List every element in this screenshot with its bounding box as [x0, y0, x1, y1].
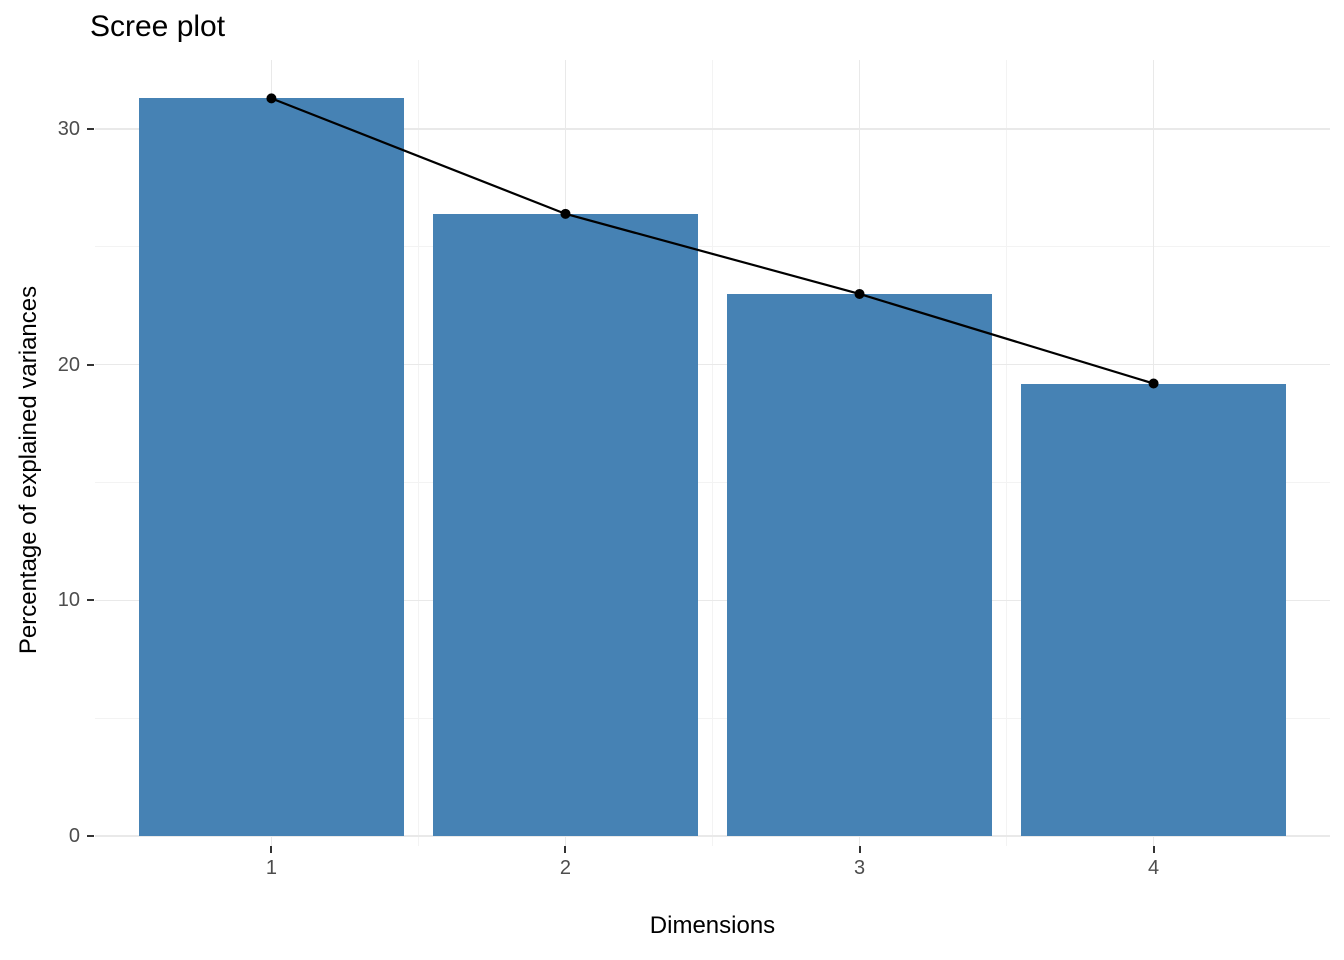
- x-minor-gridline: [712, 60, 713, 846]
- y-major-gridline: [95, 599, 1330, 602]
- x-axis-label: Dimensions: [649, 912, 776, 939]
- x-tick-label: 3: [853, 857, 866, 879]
- x-tick-mark: [270, 846, 273, 853]
- point-dimension-3: [854, 288, 865, 299]
- plot-panel: [95, 60, 1330, 846]
- line-segment: [271, 97, 1154, 385]
- point-dimension-2: [560, 208, 571, 219]
- point-dimension-4: [1148, 378, 1159, 389]
- y-tick-mark: [87, 835, 94, 837]
- chart-title: Scree plot: [90, 10, 226, 43]
- bar-dimension-3: [727, 293, 992, 836]
- x-tick-mark: [1152, 846, 1155, 853]
- x-tick-label: 2: [559, 857, 572, 879]
- point-dimension-1: [266, 93, 277, 104]
- x-tick-mark: [858, 846, 861, 853]
- y-major-gridline: [95, 835, 1330, 837]
- x-tick-label: 4: [1148, 857, 1160, 879]
- y-tick-label: 20: [57, 353, 80, 376]
- x-tick-label: 1: [265, 857, 277, 879]
- bar-dimension-4: [1021, 383, 1286, 836]
- x-minor-gridline: [1006, 60, 1008, 846]
- y-tick-label: 10: [57, 589, 80, 612]
- y-tick-mark: [87, 127, 94, 130]
- y-tick-label: 30: [57, 117, 80, 140]
- explained-variance-line: [266, 93, 1159, 389]
- y-major-gridline: [95, 363, 1330, 366]
- y-major-gridline: [95, 128, 1330, 130]
- x-minor-gridline: [417, 60, 419, 846]
- y-tick-mark: [87, 363, 94, 366]
- bar-dimension-1: [139, 98, 404, 836]
- y-tick-mark: [87, 599, 94, 602]
- y-tick-label: 0: [68, 825, 80, 847]
- bar-dimension-2: [433, 213, 698, 836]
- x-tick-mark: [564, 846, 567, 853]
